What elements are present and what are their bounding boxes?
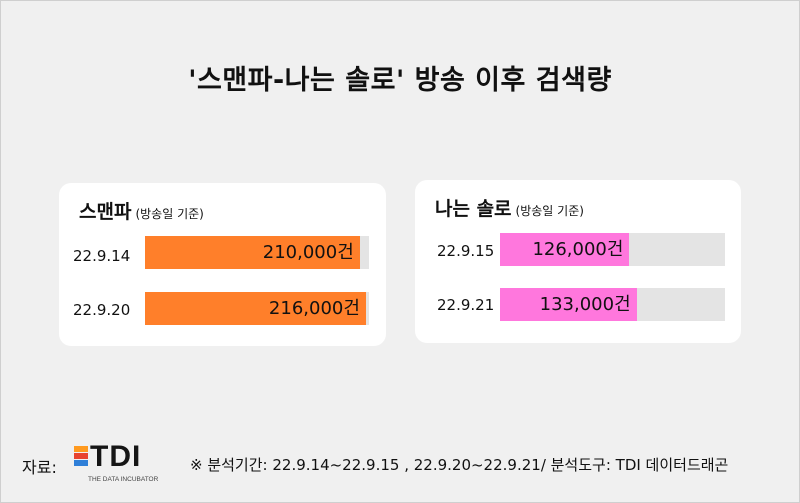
footer: 자료: TDI THE DATA INCUBATOR ※ 분석기간: 22.9.… — [0, 440, 800, 490]
data-label: 126,000건 — [532, 239, 624, 260]
source-label: 자료: — [22, 458, 57, 477]
tdi-logo: TDI THE DATA INCUBATOR — [74, 440, 164, 486]
card-subtitle: (방송일 기준) — [135, 207, 204, 221]
data-label: 210,000건 — [262, 242, 354, 263]
category-label: 22.9.21 — [437, 296, 495, 314]
logo-stripe — [74, 460, 88, 466]
bar — [500, 288, 637, 321]
bar — [145, 292, 366, 325]
logo-stripes-icon — [74, 446, 88, 467]
logo-subtext: THE DATA INCUBATOR — [88, 476, 159, 483]
data-label: 133,000건 — [539, 294, 631, 315]
category-label: 22.9.14 — [73, 247, 131, 265]
bar — [500, 233, 630, 266]
bar-track: 126,000건 — [500, 233, 725, 266]
card-title-text: 나는 솔로 — [435, 198, 512, 220]
bar-track: 210,000건 — [145, 236, 369, 269]
bar-track: 216,000건 — [145, 292, 369, 325]
logo-stripe — [74, 453, 88, 459]
data-label: 216,000건 — [268, 298, 360, 319]
card-title: 스맨파 (방송일 기준) — [79, 197, 204, 224]
chart-card-smanpa: 스맨파 (방송일 기준) 22.9.14 210,000건 22.9.20 216… — [59, 183, 386, 346]
logo-text: TDI — [90, 440, 142, 473]
bar-track: 133,000건 — [500, 288, 725, 321]
analysis-note: ※ 분석기간: 22.9.14~22.9.15 , 22.9.20~22.9.2… — [190, 456, 729, 474]
logo-stripe — [74, 446, 88, 452]
bar — [145, 236, 360, 269]
card-subtitle: (방송일 기준) — [515, 204, 584, 218]
card-title-text: 스맨파 — [79, 201, 132, 223]
category-label: 22.9.15 — [437, 242, 495, 260]
chart-title: '스맨파-나는 솔로' 방송 이후 검색량 — [188, 65, 612, 96]
category-label: 22.9.20 — [73, 301, 131, 319]
chart-card-nasol: 나는 솔로 (방송일 기준) 22.9.15 126,000건 22.9.21 1… — [415, 180, 741, 343]
card-title: 나는 솔로 (방송일 기준) — [435, 194, 584, 221]
